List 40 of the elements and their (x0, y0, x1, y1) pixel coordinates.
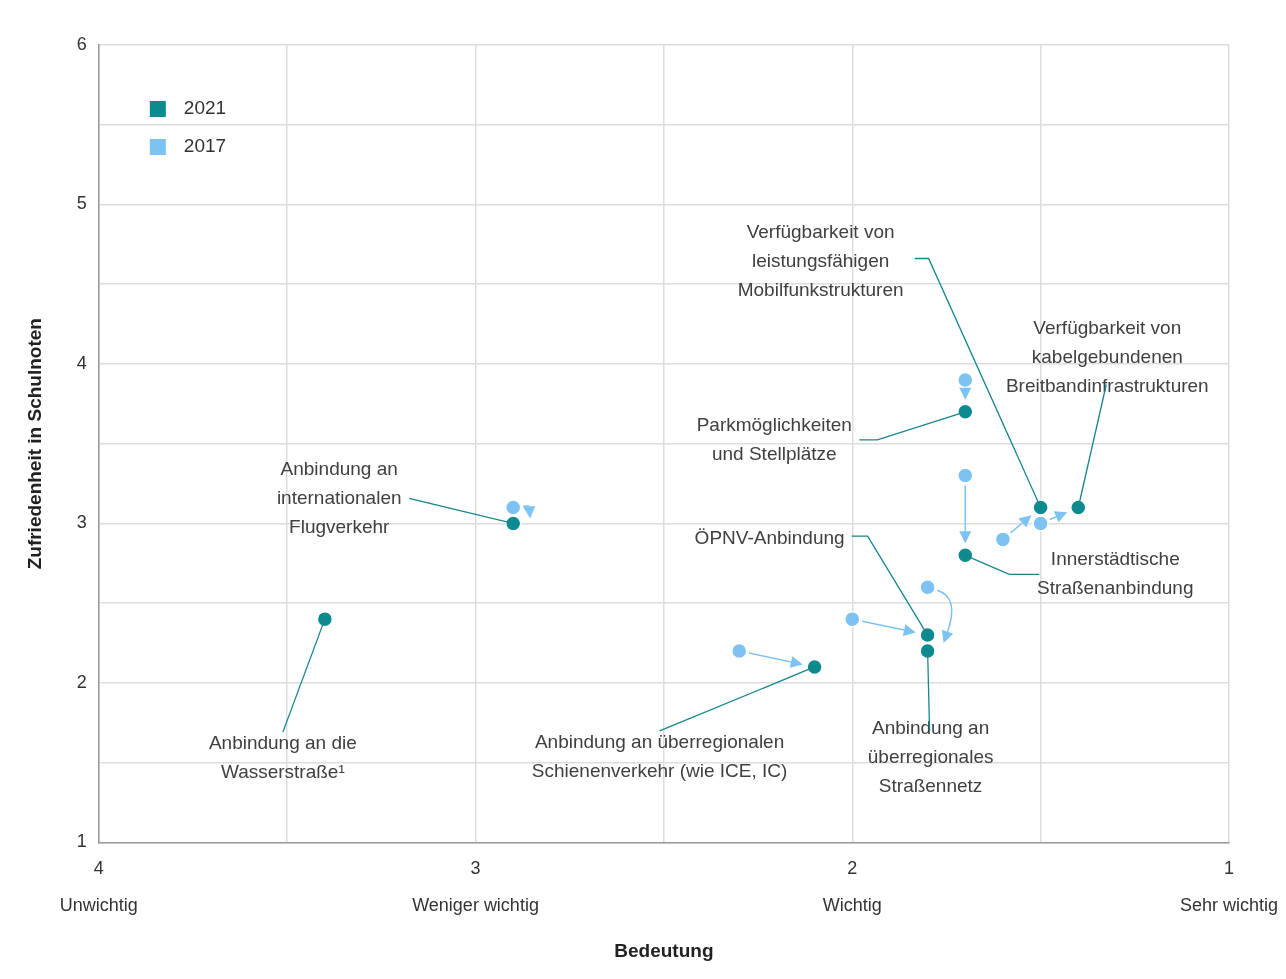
x-tick-label: 4 Unwichtig (59, 857, 138, 915)
x-axis-title: Bedeutung (614, 939, 714, 961)
y-tick-label: 1 (76, 831, 87, 852)
y-tick-label: 2 (76, 671, 87, 692)
point (504, 515, 522, 532)
annotation: Verfügbarkeit von leistungsfähigen Mobilfunkstrukturen (737, 220, 904, 300)
annotation: Verfügbarkeit von kabelgebundenen Breitbandinfrastrukturen (1005, 316, 1209, 396)
annotation: ÖPNV-Anbindung (694, 527, 845, 549)
legend-label: 2021 (183, 97, 227, 119)
y-tick-label: 4 (76, 352, 87, 373)
point (806, 658, 823, 676)
y-tick-label: 5 (76, 193, 87, 214)
annotation: Anbindung an überregionalen Schienenverkehr (wie ICE, IC) (531, 730, 788, 781)
y-tick-label: 3 (76, 512, 87, 533)
point (1070, 499, 1087, 516)
point (957, 403, 974, 421)
point (919, 578, 936, 596)
point (919, 626, 936, 644)
point (957, 547, 974, 564)
point (1032, 499, 1049, 516)
annotation: Innerstädtische Straßenanbindung (1037, 548, 1194, 599)
legend-label: 2017 (183, 135, 227, 157)
annotation: Anbindung an die Wasserstraße¹ (208, 731, 357, 782)
point (919, 642, 936, 660)
point (844, 610, 861, 628)
point (730, 642, 748, 660)
annotation: Anbindung an internationalen Flugverkehr (276, 457, 402, 537)
y-tick-label: 6 (76, 33, 87, 54)
annotation: Parkmöglichkeiten und Stellplätze (696, 413, 852, 464)
annotation: Anbindung an überregionales Straßennetz (867, 717, 994, 797)
point (1032, 515, 1049, 532)
point (957, 467, 974, 484)
x-tick-label: 2 Wichtig (822, 857, 882, 915)
y-axis-title: Zufriedenheit in Schulnoten (23, 318, 45, 570)
x-tick-label: 3 Weniger wichtig (412, 857, 539, 915)
point (316, 610, 334, 628)
point (994, 531, 1012, 548)
x-tick-label: 1 Sehr wichtig (1179, 857, 1278, 915)
point (504, 499, 522, 516)
point (957, 371, 974, 389)
